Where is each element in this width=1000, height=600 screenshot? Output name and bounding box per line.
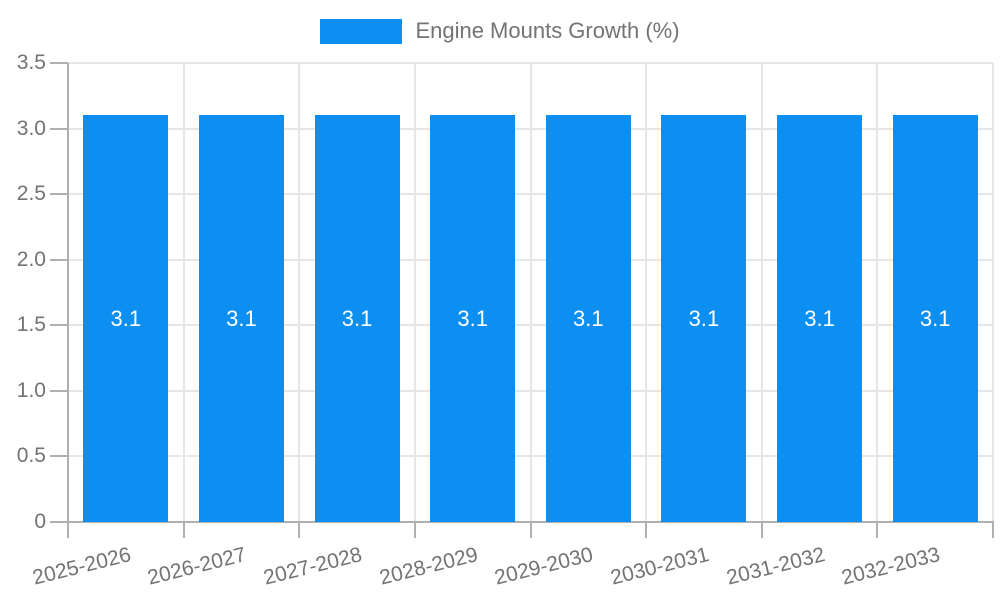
legend: Engine Mounts Growth (%) (0, 18, 1000, 44)
y-tick-label: 3.0 (16, 116, 46, 140)
x-tick-mark (298, 522, 301, 538)
bar[interactable] (198, 115, 284, 522)
y-tick-label: 2.0 (16, 247, 46, 271)
y-tick-mark (50, 193, 68, 196)
x-tick-mark (760, 522, 763, 538)
bar-value-label: 3.1 (919, 305, 951, 331)
bar-value-label: 3.1 (110, 305, 142, 331)
bar-value-label: 3.1 (688, 305, 720, 331)
x-gridline (182, 63, 185, 522)
y-tick-label: 3.5 (16, 51, 46, 74)
x-gridline (645, 63, 648, 522)
bar[interactable] (545, 115, 631, 522)
y-axis-line (67, 63, 69, 523)
bar[interactable] (777, 115, 863, 522)
x-gridline (992, 63, 994, 522)
y-tick-label: 1.0 (16, 378, 46, 402)
legend-label: Engine Mounts Growth (%) (415, 18, 680, 43)
x-gridline (529, 63, 532, 522)
x-tick-mark (992, 522, 994, 538)
bar[interactable] (430, 115, 516, 522)
bar[interactable] (892, 115, 978, 522)
x-tick-mark (876, 522, 879, 538)
bar-value-label: 3.1 (457, 305, 488, 331)
x-tick-mark (182, 522, 185, 538)
bar[interactable] (314, 115, 400, 522)
bar[interactable] (661, 115, 747, 522)
y-tick-label: 1.5 (16, 313, 46, 337)
x-gridline (413, 63, 416, 522)
x-gridline (760, 63, 763, 522)
y-tick-mark (50, 389, 68, 392)
x-tick-mark (529, 522, 532, 538)
y-tick-mark (50, 127, 68, 130)
y-tick-label: 0 (34, 510, 46, 533)
bar-value-label: 3.1 (341, 305, 373, 331)
x-gridline (876, 63, 879, 522)
y-tick-label: 0.5 (16, 444, 46, 468)
bar[interactable] (83, 115, 169, 522)
x-tick-mark (67, 522, 69, 538)
y-tick-mark (50, 62, 68, 64)
bar-value-label: 3.1 (226, 305, 257, 331)
x-tick-mark (645, 522, 648, 538)
y-tick-mark (50, 455, 68, 458)
x-tick-mark (413, 522, 416, 538)
y-tick-label: 2.5 (16, 182, 46, 206)
y-tick-mark (50, 521, 68, 523)
x-gridline (298, 63, 301, 522)
y-tick-mark (50, 258, 68, 261)
bar-value-label: 3.1 (573, 305, 604, 331)
legend-swatch (320, 18, 403, 44)
y-tick-mark (50, 324, 68, 327)
bar-value-label: 3.1 (804, 305, 835, 331)
